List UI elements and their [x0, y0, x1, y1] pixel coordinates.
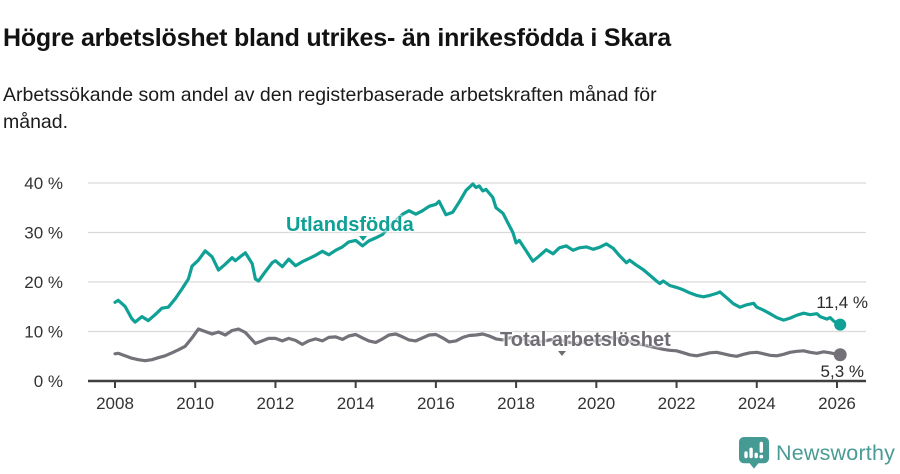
caret-down-icon [558, 351, 567, 356]
page-title: Högre arbetslöshet bland utrikes- än inr… [3, 23, 671, 52]
x-axis-tick-label: 2014 [337, 394, 375, 413]
x-axis-tick-label: 2012 [257, 394, 295, 413]
chart-subtitle: Arbetssökande som andel av den registerb… [3, 83, 657, 133]
x-axis-tick-label: 2024 [738, 394, 776, 413]
newsworthy-bubble-chart-icon [739, 437, 769, 469]
end-value-utlandsfodda: 11,4 % [816, 293, 868, 312]
series-label-text: Total arbetslöshet [500, 329, 671, 351]
x-axis-tick-label: 2016 [417, 394, 455, 413]
series-label-text: Utlandsfödda [286, 214, 414, 236]
x-axis-tick-label: 2026 [818, 394, 856, 413]
series-line-0 [113, 182, 842, 327]
series-label-utlandsfodda: Utlandsfödda [286, 214, 414, 241]
x-axis-tick-label: 2008 [96, 394, 134, 413]
y-axis-tick-label: 30 % [24, 224, 63, 243]
series-line-1 [113, 327, 842, 363]
x-axis-tick-label: 2018 [497, 394, 535, 413]
x-axis-tick-label: 2020 [577, 394, 615, 413]
y-axis-tick-label: 20 % [24, 273, 63, 292]
caret-down-icon [358, 236, 367, 241]
end-value-total: 5,3 % [820, 362, 864, 381]
y-axis-tick-label: 10 % [24, 323, 63, 342]
series-end-dot-1 [833, 348, 847, 362]
series-label-total-arbetsloshet: Total arbetslöshet [500, 329, 671, 356]
newsworthy-logo[interactable]: Newsworthy [739, 437, 895, 469]
x-axis-tick-label: 2010 [176, 394, 214, 413]
y-axis-tick-label: 0 % [34, 372, 63, 391]
series-end-dot-0 [834, 318, 847, 331]
line-chart: 0 % 10 % 20 % 30 % 40 % 2008 2010 2012 2014 2016 2… [24, 174, 866, 413]
y-axis-tick-label: 40 % [24, 174, 63, 193]
newsworthy-wordmark: Newsworthy [776, 440, 896, 465]
x-axis-tick-label: 2022 [658, 394, 696, 413]
